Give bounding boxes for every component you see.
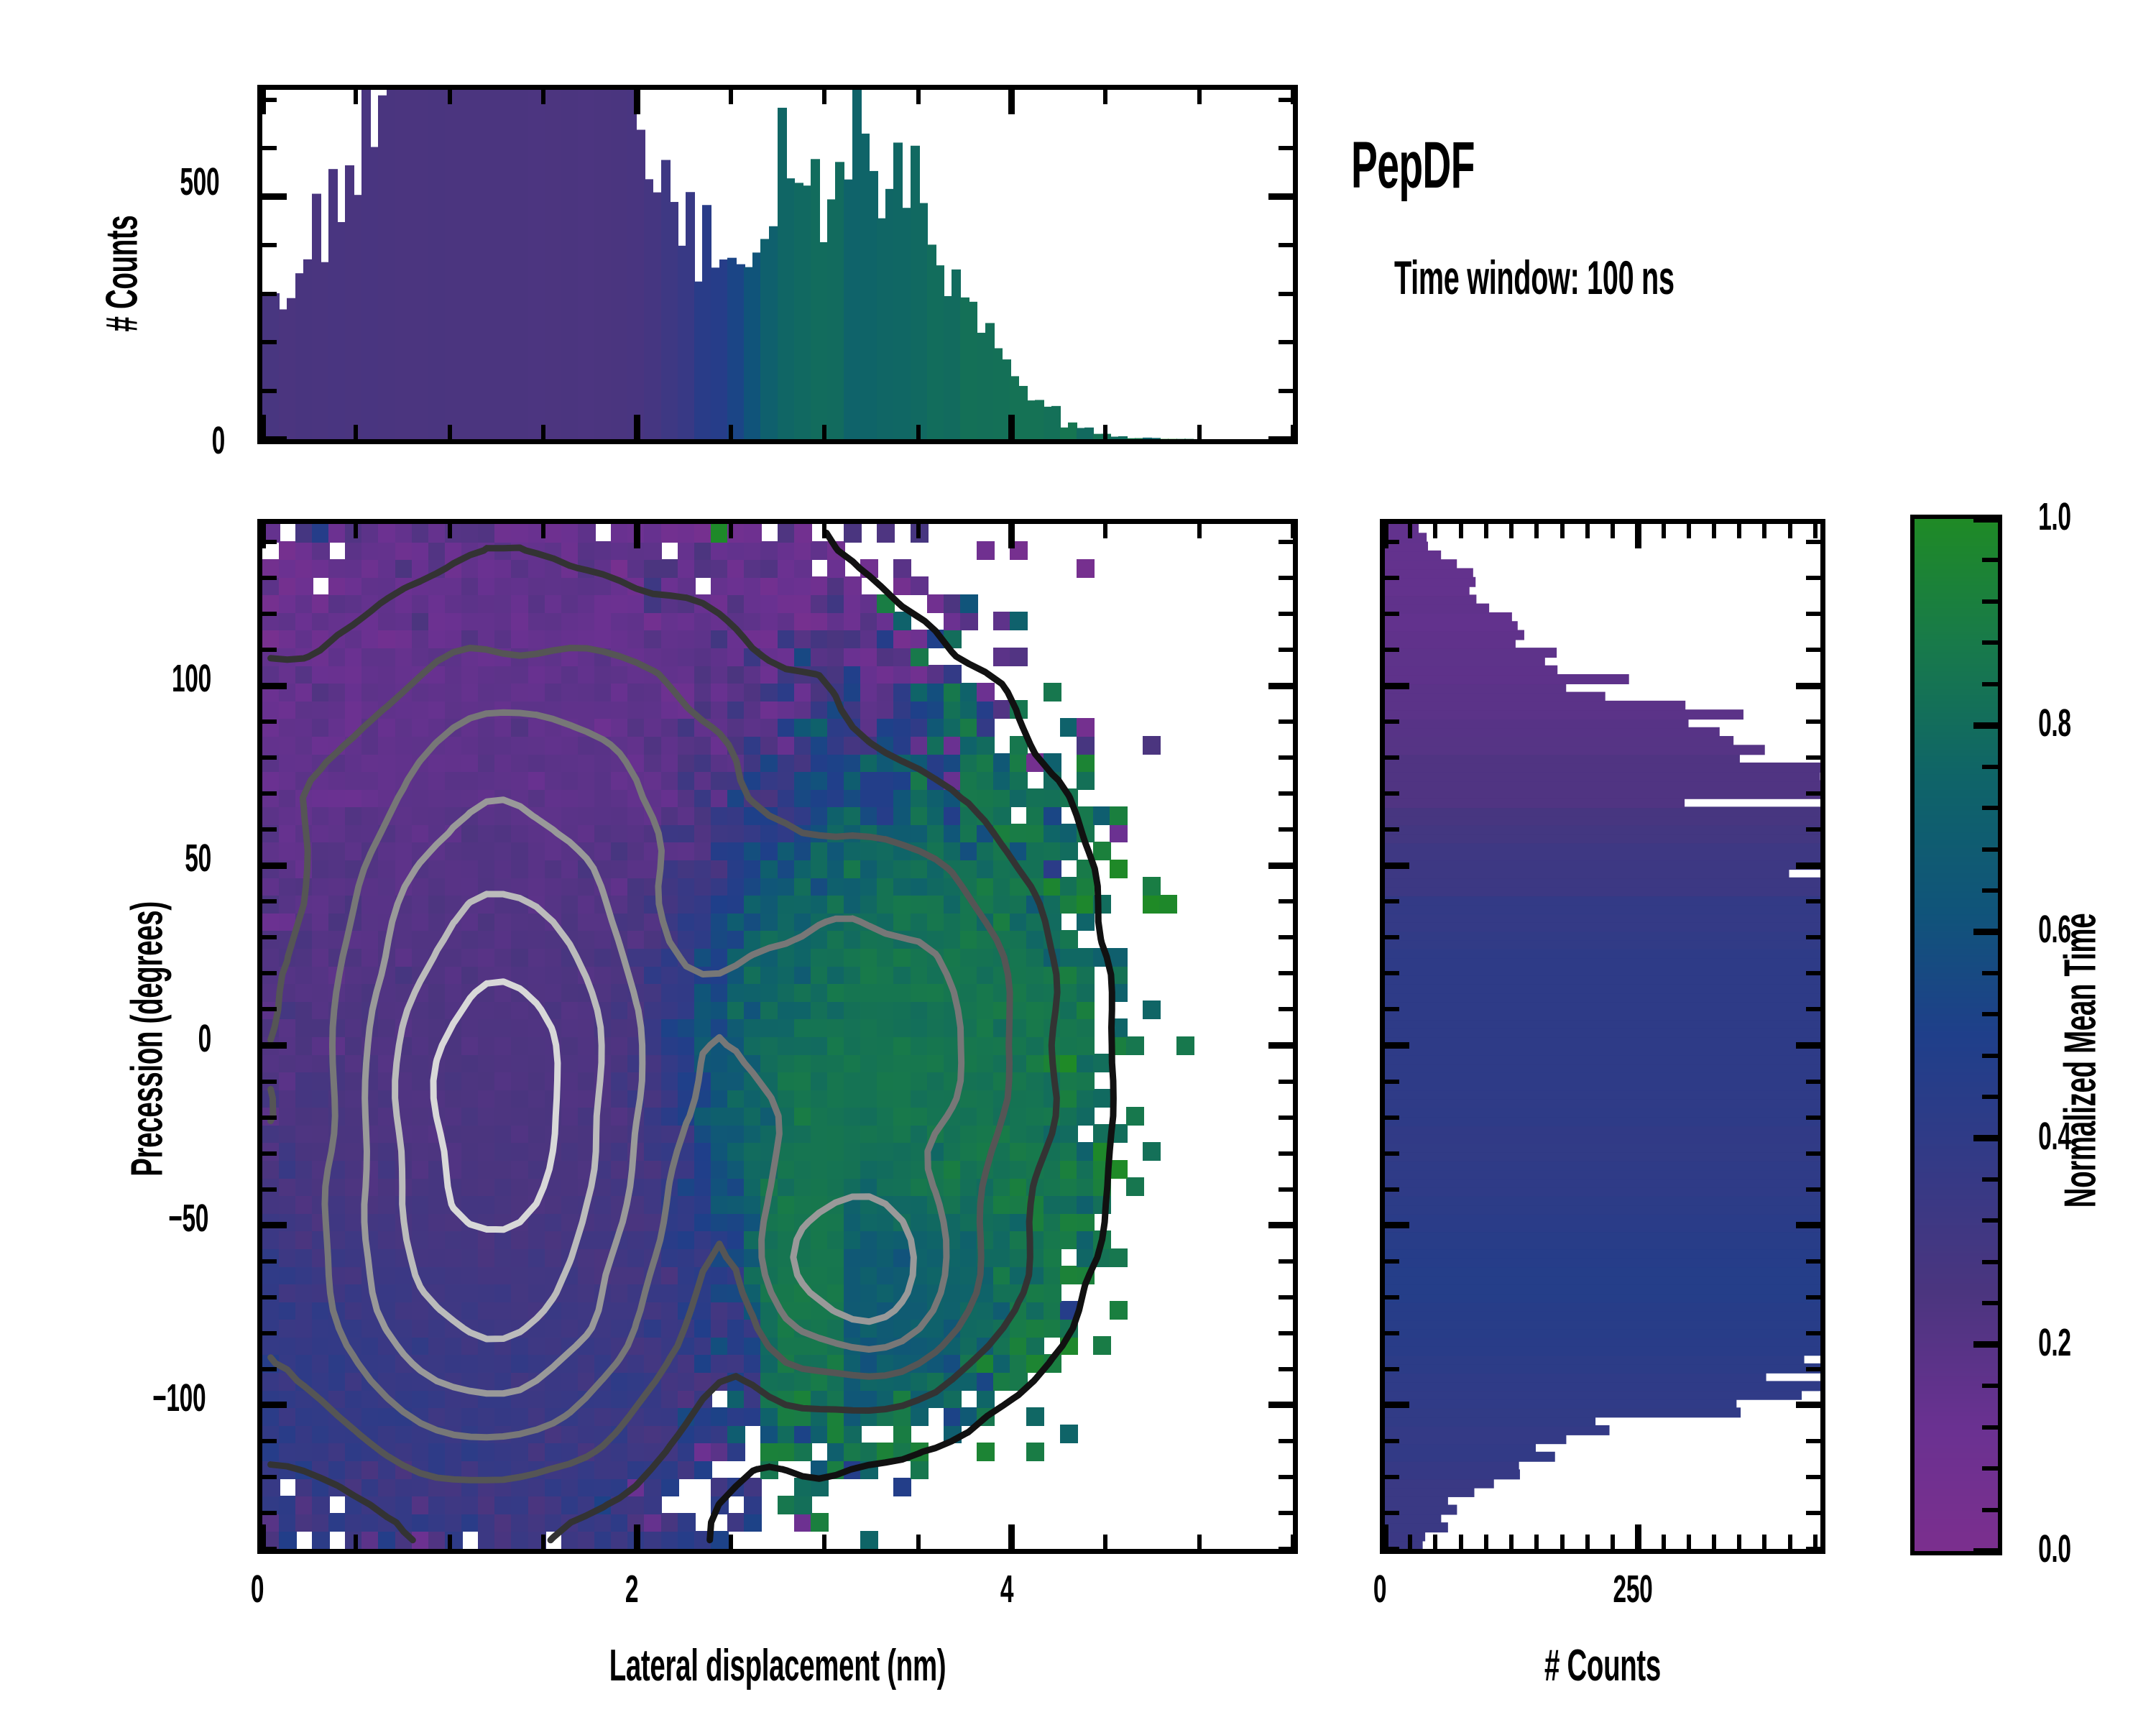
figure-subtitle: Time window: 100 ns	[1394, 251, 1674, 304]
colorbar-tick-label-0p6: 0.6	[2038, 908, 2071, 952]
main-xtick-4: 4	[1000, 1568, 1014, 1611]
top-histogram-plot	[262, 90, 1293, 439]
top-histogram-frame	[257, 85, 1298, 444]
main-ytick-50: 50	[185, 837, 211, 880]
colorbar-tick-label-0p8: 0.8	[2038, 702, 2071, 745]
colorbar-tick-label-0: 0.0	[2038, 1527, 2071, 1570]
main-xtick-2: 2	[625, 1568, 639, 1611]
top-hist-ytick-0: 0	[211, 419, 226, 462]
top-hist-ytick-500: 500	[180, 160, 220, 203]
top-hist-ylabel: # Counts	[97, 215, 147, 332]
colorbar-label: Normalized Mean Time	[2055, 913, 2106, 1208]
right-hist-xtick-250: 250	[1613, 1568, 1653, 1611]
main-xtick-0: 0	[250, 1568, 264, 1611]
right-hist-xlabel: # Counts	[1544, 1641, 1661, 1690]
right-hist-xtick-0: 0	[1373, 1568, 1387, 1611]
main-ytick-minus100: −100	[152, 1376, 206, 1420]
density-contours	[262, 524, 1293, 1549]
main-xlabel: Lateral displacement (nm)	[609, 1641, 946, 1690]
main-heatmap-frame	[257, 519, 1298, 1554]
main-ytick-100: 100	[171, 657, 211, 701]
main-ytick-minus50: −50	[168, 1196, 209, 1240]
colorbar-tick-label-1: 1.0	[2038, 495, 2071, 538]
main-ylabel: Precession (degrees)	[122, 901, 172, 1177]
right-histogram-plot	[1385, 524, 1820, 1549]
colorbar	[1910, 515, 2002, 1555]
right-histogram-frame	[1380, 519, 1825, 1554]
colorbar-tick-label-0p4: 0.4	[2038, 1114, 2071, 1158]
colorbar-gradient	[1915, 519, 1998, 1551]
colorbar-tick-label-0p2: 0.2	[2038, 1320, 2071, 1364]
figure-title: PepDF	[1351, 129, 1475, 202]
main-ytick-0: 0	[198, 1016, 212, 1060]
